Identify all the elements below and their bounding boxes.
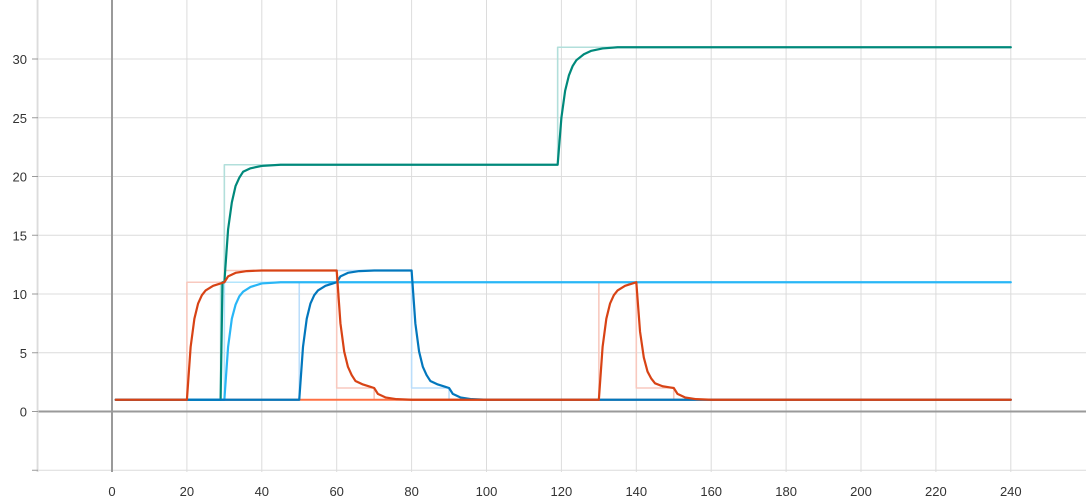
x-tick-label: 220 (925, 484, 947, 499)
series-line-target-6 (114, 269, 1012, 401)
x-tick-label: 180 (775, 484, 797, 499)
x-tick-label: 100 (476, 484, 498, 499)
x-tick-label: 40 (255, 484, 269, 499)
series-line-actual-7 (114, 269, 1012, 401)
x-tick-label: 200 (850, 484, 872, 499)
grid (36, 0, 1086, 472)
x-tick-label: 80 (404, 484, 418, 499)
y-tick-label: 20 (13, 170, 27, 185)
series-line-actual-3 (114, 281, 1012, 401)
y-tick-label: 30 (13, 52, 27, 67)
y-tick-label: 5 (20, 346, 27, 361)
x-tick-label: 20 (180, 484, 194, 499)
tick-labels: 0 20 40 60 80 100 120 140 160 180 200 220 240 0 5 10 15 2… (13, 52, 1022, 499)
y-tick-label: 10 (13, 287, 27, 302)
series-line-target-4 (114, 269, 1012, 401)
x-tick-label: 120 (551, 484, 573, 499)
x-tick-label: 240 (1000, 484, 1022, 499)
series-layer (114, 46, 1012, 401)
y-tick-label: 0 (20, 405, 27, 420)
x-tick-label: 140 (625, 484, 647, 499)
x-tick-label: 60 (329, 484, 343, 499)
x-tick-label: 160 (700, 484, 722, 499)
x-tick-label: 0 (108, 484, 115, 499)
series-line-target-2 (114, 281, 1012, 401)
y-tick-label: 25 (13, 111, 27, 126)
series-line-actual-5 (114, 269, 1012, 401)
series-line-actual-1 (114, 46, 1012, 401)
axes (32, 0, 1086, 472)
y-tick-label: 15 (13, 228, 27, 243)
